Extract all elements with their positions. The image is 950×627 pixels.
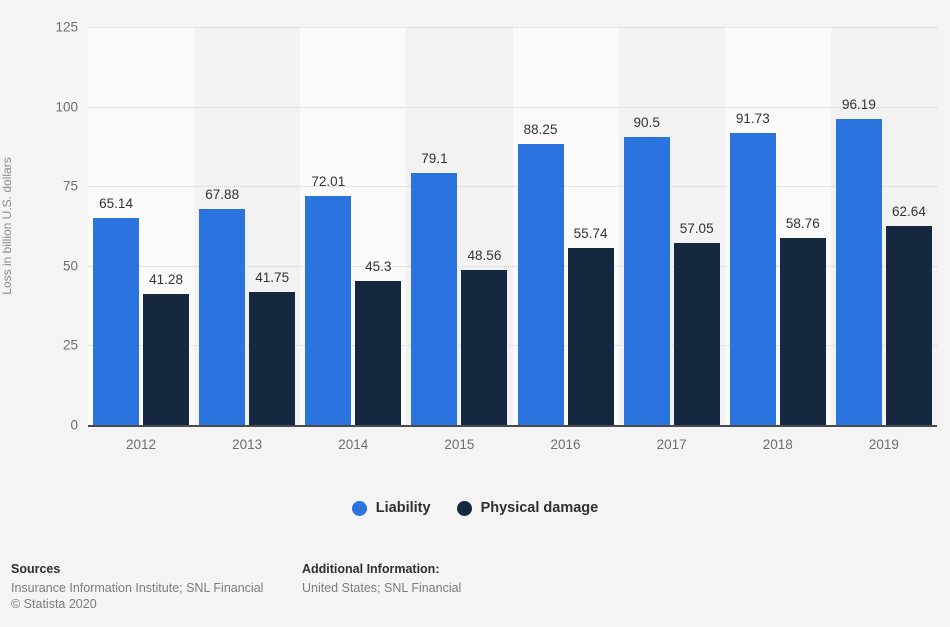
bar-liability-2019[interactable] xyxy=(835,118,882,425)
sources-line-2: © Statista 2020 xyxy=(11,597,97,611)
bar-value-label: 48.56 xyxy=(467,248,502,264)
bar-physical-damage-2015[interactable] xyxy=(461,270,508,425)
bar-value-label: 90.5 xyxy=(633,114,660,130)
y-axis-tick-label: 125 xyxy=(55,19,78,35)
legend-item-physical-damage[interactable]: Physical damage xyxy=(456,500,599,516)
bar-liability-2017[interactable] xyxy=(623,136,670,425)
bar-physical-damage-2014[interactable] xyxy=(355,280,402,425)
bar-liability-2012[interactable] xyxy=(93,217,140,425)
y-axis-tick-label: 25 xyxy=(62,337,78,353)
legend-item-liability[interactable]: Liability xyxy=(351,500,431,516)
chart-footer: Sources Insurance Information Institute;… xyxy=(0,562,950,627)
bar-liability-2016[interactable] xyxy=(517,144,564,425)
bar-value-label: 65.14 xyxy=(99,195,133,211)
bar-physical-damage-2012[interactable] xyxy=(143,293,190,425)
legend-label: Physical damage xyxy=(480,500,599,516)
y-axis-tick-label: 50 xyxy=(62,258,78,274)
bar-physical-damage-2016[interactable] xyxy=(567,247,614,425)
chart-legend: Liability Physical damage xyxy=(0,500,950,516)
bar-physical-damage-2017[interactable] xyxy=(673,243,720,425)
sources-line-1: Insurance Information Institute; SNL Fin… xyxy=(11,581,264,595)
x-axis-tick-label: 2019 xyxy=(868,437,899,452)
y-axis-tick-label: 0 xyxy=(70,417,78,433)
additional-information-line-1: United States; SNL Financial xyxy=(302,581,462,595)
y-axis-tick-label: 100 xyxy=(55,99,78,115)
x-axis-tick-label: 2017 xyxy=(656,437,687,452)
bar-value-label: 96.19 xyxy=(842,96,876,112)
bar-physical-damage-2013[interactable] xyxy=(249,292,296,425)
x-axis-tick-label: 2015 xyxy=(444,437,475,452)
legend-label: Liability xyxy=(375,500,431,516)
x-axis-tick-label: 2012 xyxy=(126,437,157,452)
bar-value-label: 88.25 xyxy=(523,122,558,137)
footer-additional-information: Additional Information: United States; S… xyxy=(302,562,461,596)
bars-layer: 65.14 41.28 67.88 41.75 72.01 45.3 79.1 48.56 88… xyxy=(0,27,950,425)
bar-liability-2018[interactable] xyxy=(729,132,776,425)
gridline xyxy=(88,345,937,347)
gridline xyxy=(88,186,937,188)
bar-value-label: 91.73 xyxy=(735,110,770,126)
gridline xyxy=(88,27,937,28)
bar-value-label: 62.64 xyxy=(892,203,926,219)
y-axis-tick-label: 75 xyxy=(62,178,78,194)
legend-swatch-icon xyxy=(351,500,367,516)
bar-value-label: 55.74 xyxy=(573,225,608,241)
footer-sources: Sources Insurance Information Institute;… xyxy=(11,562,263,612)
additional-information-heading: Additional Information: xyxy=(302,562,440,576)
bar-value-label: 45.3 xyxy=(365,258,392,274)
gridline xyxy=(88,265,937,267)
bar-value-label: 41.28 xyxy=(149,271,183,287)
bar-value-label: 58.76 xyxy=(785,215,820,231)
x-axis-tick-label: 2014 xyxy=(338,437,369,452)
bar-physical-damage-2018[interactable] xyxy=(779,237,826,425)
x-axis-tick-label: 2016 xyxy=(550,437,581,452)
bar-value-label: 41.75 xyxy=(255,270,290,286)
x-axis-tick-label: 2013 xyxy=(232,437,263,452)
x-axis-baseline xyxy=(88,425,937,427)
x-axis-tick-label: 2018 xyxy=(762,437,793,452)
legend-swatch-icon xyxy=(456,500,472,516)
bar-value-label: 67.88 xyxy=(205,186,240,202)
bar-physical-damage-2019[interactable] xyxy=(885,225,932,425)
bar-liability-2015[interactable] xyxy=(411,173,458,425)
sources-heading: Sources xyxy=(11,562,61,576)
bar-value-label: 72.01 xyxy=(311,173,346,189)
bar-value-label: 79.1 xyxy=(421,151,448,167)
bar-value-label: 57.05 xyxy=(679,221,714,237)
bar-liability-2014[interactable] xyxy=(305,195,352,425)
bar-liability-2013[interactable] xyxy=(199,208,246,425)
gridline xyxy=(88,106,937,108)
